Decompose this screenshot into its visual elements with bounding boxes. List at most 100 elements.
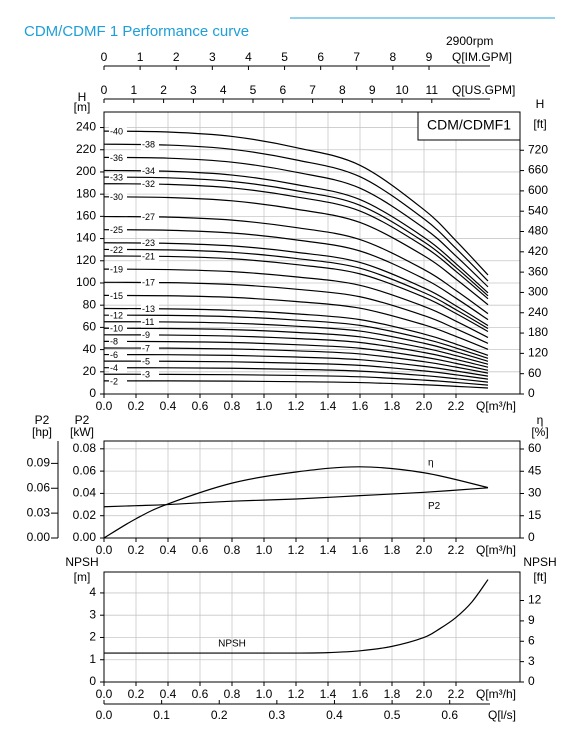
series-label: -10: [110, 324, 123, 334]
curve: [103, 380, 489, 389]
series-label: P2: [428, 501, 441, 512]
label-bg: [141, 344, 159, 355]
curve: [103, 294, 489, 350]
series-label: -15: [110, 291, 123, 301]
curve: [103, 347, 489, 374]
alt-tick-label: 0.00: [27, 530, 51, 544]
series-label: NPSH: [218, 639, 246, 650]
plot-frame: [103, 571, 521, 683]
x-tick-label: 1.4: [320, 399, 337, 413]
label-bg: [109, 192, 127, 203]
y2-tick-label: 30: [528, 486, 542, 500]
plot-frame: [103, 111, 521, 395]
x-tick-label: 0.0: [96, 543, 113, 557]
label-bg: [109, 265, 127, 276]
x2-tick-label: 9: [369, 83, 376, 97]
label-bg: [109, 350, 127, 361]
curve: [103, 169, 489, 294]
y2-axis-label: NPSH: [523, 555, 556, 569]
y-tick-label: 0.02: [73, 508, 97, 522]
curve: [103, 196, 489, 306]
y2-tick-label: 6: [528, 633, 535, 647]
x2-tick-label: 7: [309, 83, 316, 97]
curve: [103, 255, 489, 333]
y-tick-label: 240: [76, 120, 96, 134]
curve: [103, 321, 489, 362]
chart-title: CDM/CDMF 1 Performance curve: [24, 23, 249, 40]
x2-tick-label: 0.1: [153, 708, 170, 722]
x-tick-label: 2.2: [448, 687, 465, 701]
x-tick-label: 1.4: [320, 543, 337, 557]
y2-tick-label: 15: [528, 508, 542, 522]
x2-axis-label: Q[US.GPM]: [452, 83, 515, 97]
series-label: -40: [110, 126, 123, 136]
y2-tick-label: 240: [528, 305, 548, 319]
label-bg: [109, 173, 127, 184]
label-bg: [141, 304, 159, 315]
y-axis-unit: [kW]: [70, 425, 94, 439]
x-tick-label: 0.2: [128, 687, 145, 701]
y-axis-unit: [m]: [74, 100, 91, 114]
x-tick-label: 1.2: [288, 399, 305, 413]
x-tick-label: 0.4: [160, 687, 177, 701]
y2-tick-label: 600: [528, 183, 548, 197]
series-label: -13: [142, 304, 155, 314]
series-label: -30: [110, 192, 123, 202]
label-bg: [109, 363, 127, 374]
y-tick-label: 0.08: [73, 441, 97, 455]
x2-tick-label: 0.0: [96, 708, 113, 722]
curve: [103, 156, 489, 288]
y-axis-unit: [m]: [74, 570, 91, 584]
x2-axis-label: Q[l/s]: [488, 708, 516, 722]
series-label: -34: [142, 166, 155, 176]
x-tick-label: 0.6: [192, 687, 209, 701]
x-tick-label: 2.2: [448, 399, 465, 413]
x-tick-label: 2.2: [448, 543, 465, 557]
y2-tick-label: 0: [528, 530, 535, 544]
label-bg: [109, 337, 127, 348]
series-label: -23: [142, 238, 155, 248]
x2-tick-label: 9: [426, 50, 433, 64]
curve: [103, 215, 489, 315]
series-label: -25: [110, 225, 123, 235]
y-tick-label: 120: [76, 253, 96, 267]
series-label: -32: [142, 179, 155, 189]
y-tick-label: 180: [76, 186, 96, 200]
y2-axis-unit: [%]: [531, 425, 548, 439]
label-bg: [141, 251, 159, 262]
curve: [103, 579, 489, 654]
x-axis-label: Q[m³/h]: [476, 687, 516, 701]
x-tick-label: 0.6: [192, 543, 209, 557]
y-tick-label: 0: [89, 386, 96, 400]
y-tick-label: 2: [89, 630, 96, 644]
label-bg: [141, 212, 159, 223]
curve: [103, 314, 489, 359]
x2-tick-label: 8: [390, 50, 397, 64]
x-axis-label: Q[m³/h]: [476, 399, 516, 413]
x-tick-label: 1.4: [320, 687, 337, 701]
y2-axis-unit: [ft]: [533, 570, 546, 584]
x2-tick-label: 4: [245, 50, 252, 64]
series-label: -38: [142, 140, 155, 150]
label-bg: [141, 238, 159, 249]
label-bg: [109, 153, 127, 164]
series-label: -36: [110, 153, 123, 163]
y2-tick-label: 480: [528, 224, 548, 238]
label-bg: [109, 245, 127, 256]
y2-tick-label: 180: [528, 325, 548, 339]
x-tick-label: 0.2: [128, 543, 145, 557]
x2-tick-label: 7: [353, 50, 360, 64]
x2-tick-label: 1: [130, 83, 137, 97]
y2-tick-label: 420: [528, 244, 548, 258]
curve: [103, 268, 489, 339]
series-label: η: [428, 457, 434, 468]
model-box: [417, 111, 521, 141]
label-bg: [109, 291, 127, 302]
x2-tick-label: 5: [250, 83, 257, 97]
x-tick-label: 0.8: [224, 399, 241, 413]
x2-tick-label: 2: [173, 50, 180, 64]
x2-tick-label: 5: [281, 50, 288, 64]
x-tick-label: 0.2: [128, 399, 145, 413]
x2-tick-label: 1: [137, 50, 144, 64]
x2-tick-label: 0: [101, 83, 108, 97]
